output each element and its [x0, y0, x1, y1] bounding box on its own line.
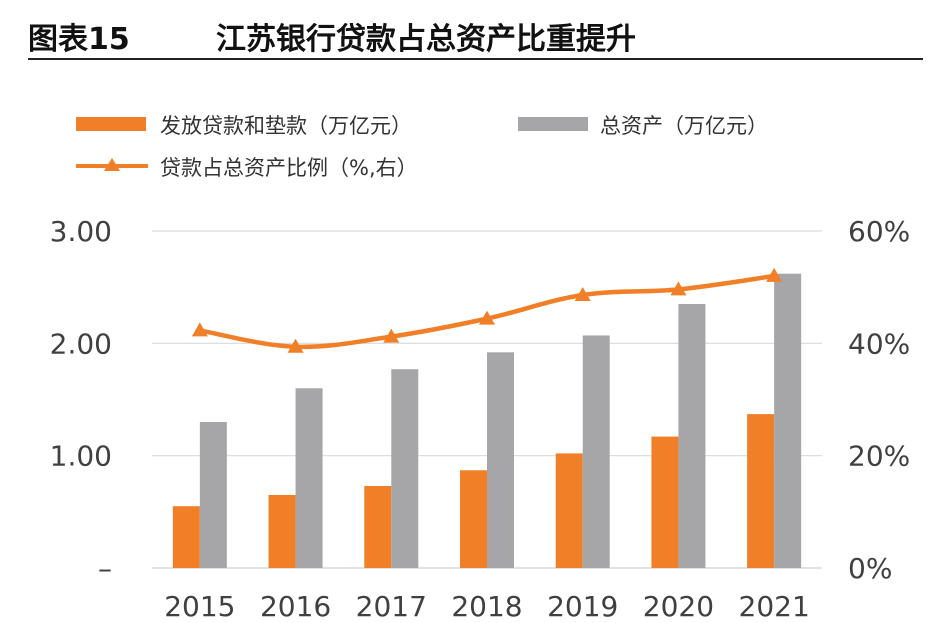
bar-assets	[391, 369, 419, 568]
legend-swatch-assets	[518, 117, 588, 131]
bar-loans	[747, 414, 775, 568]
x-tick-label: 2020	[643, 590, 714, 623]
ratio-marker	[766, 267, 783, 282]
x-tick-label: 2018	[451, 590, 522, 623]
bar-assets	[582, 335, 610, 568]
figure-label: 图表15	[28, 22, 130, 57]
bar-loans	[555, 453, 583, 568]
bar-loans	[268, 494, 296, 568]
left-tick-label: –	[98, 552, 112, 585]
bar-loans	[364, 485, 392, 568]
bars	[172, 273, 802, 568]
bar-loans	[460, 470, 487, 568]
ratio-marker	[383, 328, 400, 343]
axes: – 0% 1.00 20% 2.00 40% 3.00 60% 2015 2016 2017 2018…	[50, 215, 911, 623]
title-row: 图表15 江苏银行贷款占总资产比重提升	[28, 12, 923, 57]
ratio-marker	[670, 281, 687, 296]
bar-assets	[678, 304, 706, 568]
bar-loans	[651, 436, 679, 568]
ratio-marker	[191, 322, 208, 337]
x-tick-label: 2017	[356, 590, 427, 623]
ratio-line-group	[191, 267, 783, 353]
left-tick-label: 1.00	[50, 440, 112, 473]
ratio-marker	[479, 310, 495, 325]
ratio-marker	[574, 287, 591, 302]
bar-assets	[199, 421, 227, 568]
legend-label-ratio: 贷款占总资产比例（%,右）	[160, 156, 418, 180]
bar-assets	[487, 352, 514, 568]
title-divider	[28, 58, 923, 60]
x-tick-label: 2019	[547, 590, 618, 623]
bar-assets	[295, 388, 323, 568]
legend-swatch-ratio	[76, 158, 148, 171]
bar-assets	[774, 273, 802, 568]
right-tick-label: 20%	[848, 440, 910, 473]
left-tick-label: 2.00	[50, 327, 112, 360]
right-tick-label: 60%	[848, 215, 910, 248]
legend-label-loans: 发放贷款和垫款（万亿元）	[160, 114, 412, 138]
ratio-marker	[287, 338, 304, 353]
left-tick-label: 3.00	[50, 215, 112, 248]
bar-loans	[172, 506, 200, 568]
x-tick-label: 2016	[260, 590, 331, 623]
legend-swatch-loans	[76, 117, 146, 131]
x-tick-label: 2015	[164, 590, 235, 623]
right-tick-label: 0%	[848, 552, 892, 585]
right-tick-label: 40%	[848, 327, 910, 360]
legend-label-assets: 总资产（万亿元）	[600, 114, 768, 138]
x-tick-label: 2021	[739, 590, 810, 623]
chart-title: 江苏银行贷款占总资产比重提升	[216, 22, 636, 57]
